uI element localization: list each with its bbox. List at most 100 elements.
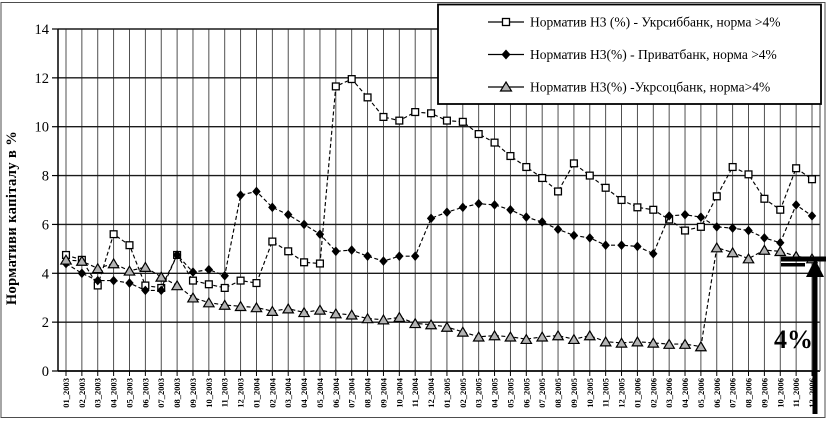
square-marker-icon	[458, 117, 467, 126]
square-marker-icon	[363, 93, 372, 102]
data-series	[59, 75, 819, 352]
triangle-marker-icon	[504, 331, 517, 342]
diamond-marker-icon	[791, 200, 801, 210]
svg-text:01_2006: 01_2006	[632, 378, 642, 408]
diamond-marker-icon	[315, 229, 325, 239]
svg-text:02_2003: 02_2003	[77, 378, 87, 408]
diamond-marker-icon	[490, 200, 499, 210]
svg-text:03_2004: 03_2004	[283, 377, 293, 408]
diamond-marker-icon	[220, 270, 229, 281]
svg-text:07_2004: 07_2004	[347, 377, 357, 408]
square-marker-icon	[538, 173, 547, 183]
diamond-marker-icon	[474, 198, 483, 209]
triangle-marker-icon	[710, 241, 724, 253]
triangle-marker-icon	[154, 271, 168, 282]
svg-text:12_2005: 12_2005	[617, 378, 627, 408]
triangle-marker-icon	[583, 329, 597, 341]
svg-text:4: 4	[42, 266, 50, 282]
square-marker-icon	[284, 247, 293, 256]
legend-label: Норматив Н3 (%) - Укрсиббанк, норма >4%	[530, 15, 780, 30]
triangle-marker-icon	[266, 305, 279, 316]
svg-text:10: 10	[35, 120, 50, 136]
square-marker-icon	[633, 203, 642, 212]
square-marker-icon	[585, 171, 594, 180]
svg-text:11_2003: 11_2003	[220, 378, 230, 407]
square-marker-icon	[792, 164, 801, 173]
legend-item-ukrsibbank: Норматив Н3 (%) - Укрсиббанк, норма >4%	[488, 15, 780, 30]
svg-text:07_2005: 07_2005	[537, 378, 547, 408]
svg-text:08_2006: 08_2006	[744, 378, 754, 408]
svg-text:03_2003: 03_2003	[93, 378, 103, 408]
diamond-marker-icon	[522, 212, 531, 222]
diamond-marker-icon	[93, 275, 102, 286]
triangle-marker-icon	[662, 338, 676, 349]
square-marker-icon	[680, 226, 690, 235]
svg-text:05_2005: 05_2005	[505, 378, 515, 408]
diamond-marker-icon	[410, 251, 420, 261]
svg-text:14: 14	[35, 22, 50, 38]
svg-text:08_2003: 08_2003	[172, 378, 182, 408]
diamond-marker-icon	[157, 285, 166, 296]
square-marker-icon	[204, 280, 213, 289]
legend-item-ukrsotsbank: Норматив Н3(%) -Укрсоцбанк, норма>4%	[488, 80, 770, 95]
diamond-marker-icon	[268, 202, 277, 213]
svg-text:02_2004: 02_2004	[267, 377, 277, 408]
threshold-annotation: 4%	[774, 256, 826, 414]
triangle-marker-icon	[170, 279, 184, 291]
svg-text:10_2006: 10_2006	[775, 378, 785, 408]
diamond-marker-icon	[395, 251, 404, 261]
svg-text:08_2004: 08_2004	[363, 377, 373, 408]
triangle-marker-icon	[281, 302, 295, 314]
diamond-marker-icon	[442, 207, 452, 218]
square-marker-icon	[268, 237, 277, 246]
svg-text:12_2003: 12_2003	[236, 378, 246, 408]
diamond-marker-icon	[601, 240, 610, 250]
gridlines	[58, 28, 820, 372]
triangle-marker-icon	[535, 331, 549, 342]
square-marker-icon	[649, 205, 658, 214]
square-marker-icon	[395, 116, 404, 125]
series-diamond	[61, 186, 817, 296]
triangle-marker-icon	[440, 321, 454, 332]
triangle-marker-icon	[345, 309, 358, 320]
legend: Норматив Н3 (%) - Укрсиббанк, норма >4% …	[437, 3, 822, 105]
triangle-marker-icon	[250, 301, 263, 313]
triangle-marker-icon	[361, 312, 374, 324]
triangle-marker-icon	[202, 296, 216, 308]
svg-text:05_2003: 05_2003	[124, 378, 134, 408]
arrow-shaft	[812, 276, 818, 414]
diamond-marker-icon	[299, 219, 309, 230]
diamond-marker-icon	[712, 222, 721, 232]
diamond-marker-icon	[125, 278, 134, 288]
svg-text:03_2006: 03_2006	[664, 378, 674, 408]
triangle-marker-icon	[567, 333, 581, 345]
diamond-marker-icon	[363, 251, 372, 261]
triangle-marker-icon	[551, 329, 565, 341]
diamond-marker-icon	[553, 224, 563, 235]
square-marker-icon	[569, 159, 578, 168]
diamond-marker-icon	[649, 248, 658, 259]
diamond-marker-icon	[109, 275, 118, 286]
svg-text:01_2003: 01_2003	[61, 378, 71, 408]
diamond-marker-icon	[141, 285, 150, 296]
diamond-marker-icon	[537, 217, 547, 227]
square-marker-icon	[125, 241, 134, 250]
svg-text:06_2004: 06_2004	[331, 377, 341, 408]
svg-text:01_2004: 01_2004	[251, 377, 261, 408]
diamond-marker-icon	[617, 240, 626, 250]
svg-text:6: 6	[42, 217, 49, 233]
square-marker-icon	[188, 276, 198, 285]
threshold-bar-short	[781, 263, 805, 267]
y-axis-title: Нормативи капіталу в %	[4, 131, 20, 305]
svg-text:08_2005: 08_2005	[553, 378, 563, 408]
svg-text:04_2003: 04_2003	[109, 378, 119, 408]
triangle-marker-icon	[424, 318, 438, 330]
triangle-marker-icon	[377, 313, 390, 325]
diamond-marker-icon	[760, 233, 769, 243]
triangle-marker-icon	[742, 252, 755, 264]
triangle-marker-icon	[91, 262, 104, 274]
diamond-marker-icon	[776, 237, 785, 248]
legend-label: Норматив Н3(%) - Приватбанк, норма >4%	[530, 47, 777, 62]
triangle-marker-icon	[599, 335, 612, 347]
